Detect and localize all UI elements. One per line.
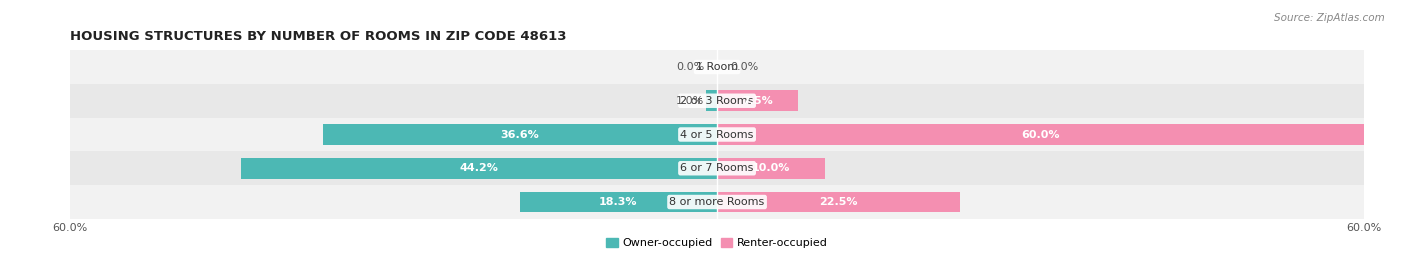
- Bar: [717, 124, 1364, 145]
- Bar: [240, 158, 717, 179]
- Text: HOUSING STRUCTURES BY NUMBER OF ROOMS IN ZIP CODE 48613: HOUSING STRUCTURES BY NUMBER OF ROOMS IN…: [70, 30, 567, 43]
- Bar: [717, 90, 799, 111]
- Text: 2 or 3 Rooms: 2 or 3 Rooms: [681, 96, 754, 106]
- Text: 0.0%: 0.0%: [676, 62, 704, 72]
- Bar: [717, 158, 825, 179]
- Text: 8 or more Rooms: 8 or more Rooms: [669, 197, 765, 207]
- Legend: Owner-occupied, Renter-occupied: Owner-occupied, Renter-occupied: [602, 234, 832, 253]
- Text: 18.3%: 18.3%: [599, 197, 638, 207]
- Text: 22.5%: 22.5%: [820, 197, 858, 207]
- Bar: [70, 50, 1364, 84]
- Text: 60.0%: 60.0%: [1021, 129, 1060, 140]
- Bar: [70, 185, 1364, 219]
- Bar: [70, 84, 1364, 118]
- Text: 0.0%: 0.0%: [730, 62, 758, 72]
- Text: 4 or 5 Rooms: 4 or 5 Rooms: [681, 129, 754, 140]
- Text: 7.5%: 7.5%: [742, 96, 773, 106]
- Text: 36.6%: 36.6%: [501, 129, 538, 140]
- Text: 1.0%: 1.0%: [676, 96, 704, 106]
- Bar: [717, 192, 959, 213]
- Text: 44.2%: 44.2%: [460, 163, 498, 173]
- Bar: [70, 118, 1364, 151]
- Bar: [70, 151, 1364, 185]
- Text: Source: ZipAtlas.com: Source: ZipAtlas.com: [1274, 13, 1385, 23]
- Bar: [520, 192, 717, 213]
- Text: 10.0%: 10.0%: [752, 163, 790, 173]
- Bar: [322, 124, 717, 145]
- Text: 6 or 7 Rooms: 6 or 7 Rooms: [681, 163, 754, 173]
- Bar: [706, 90, 717, 111]
- Text: 1 Room: 1 Room: [696, 62, 738, 72]
